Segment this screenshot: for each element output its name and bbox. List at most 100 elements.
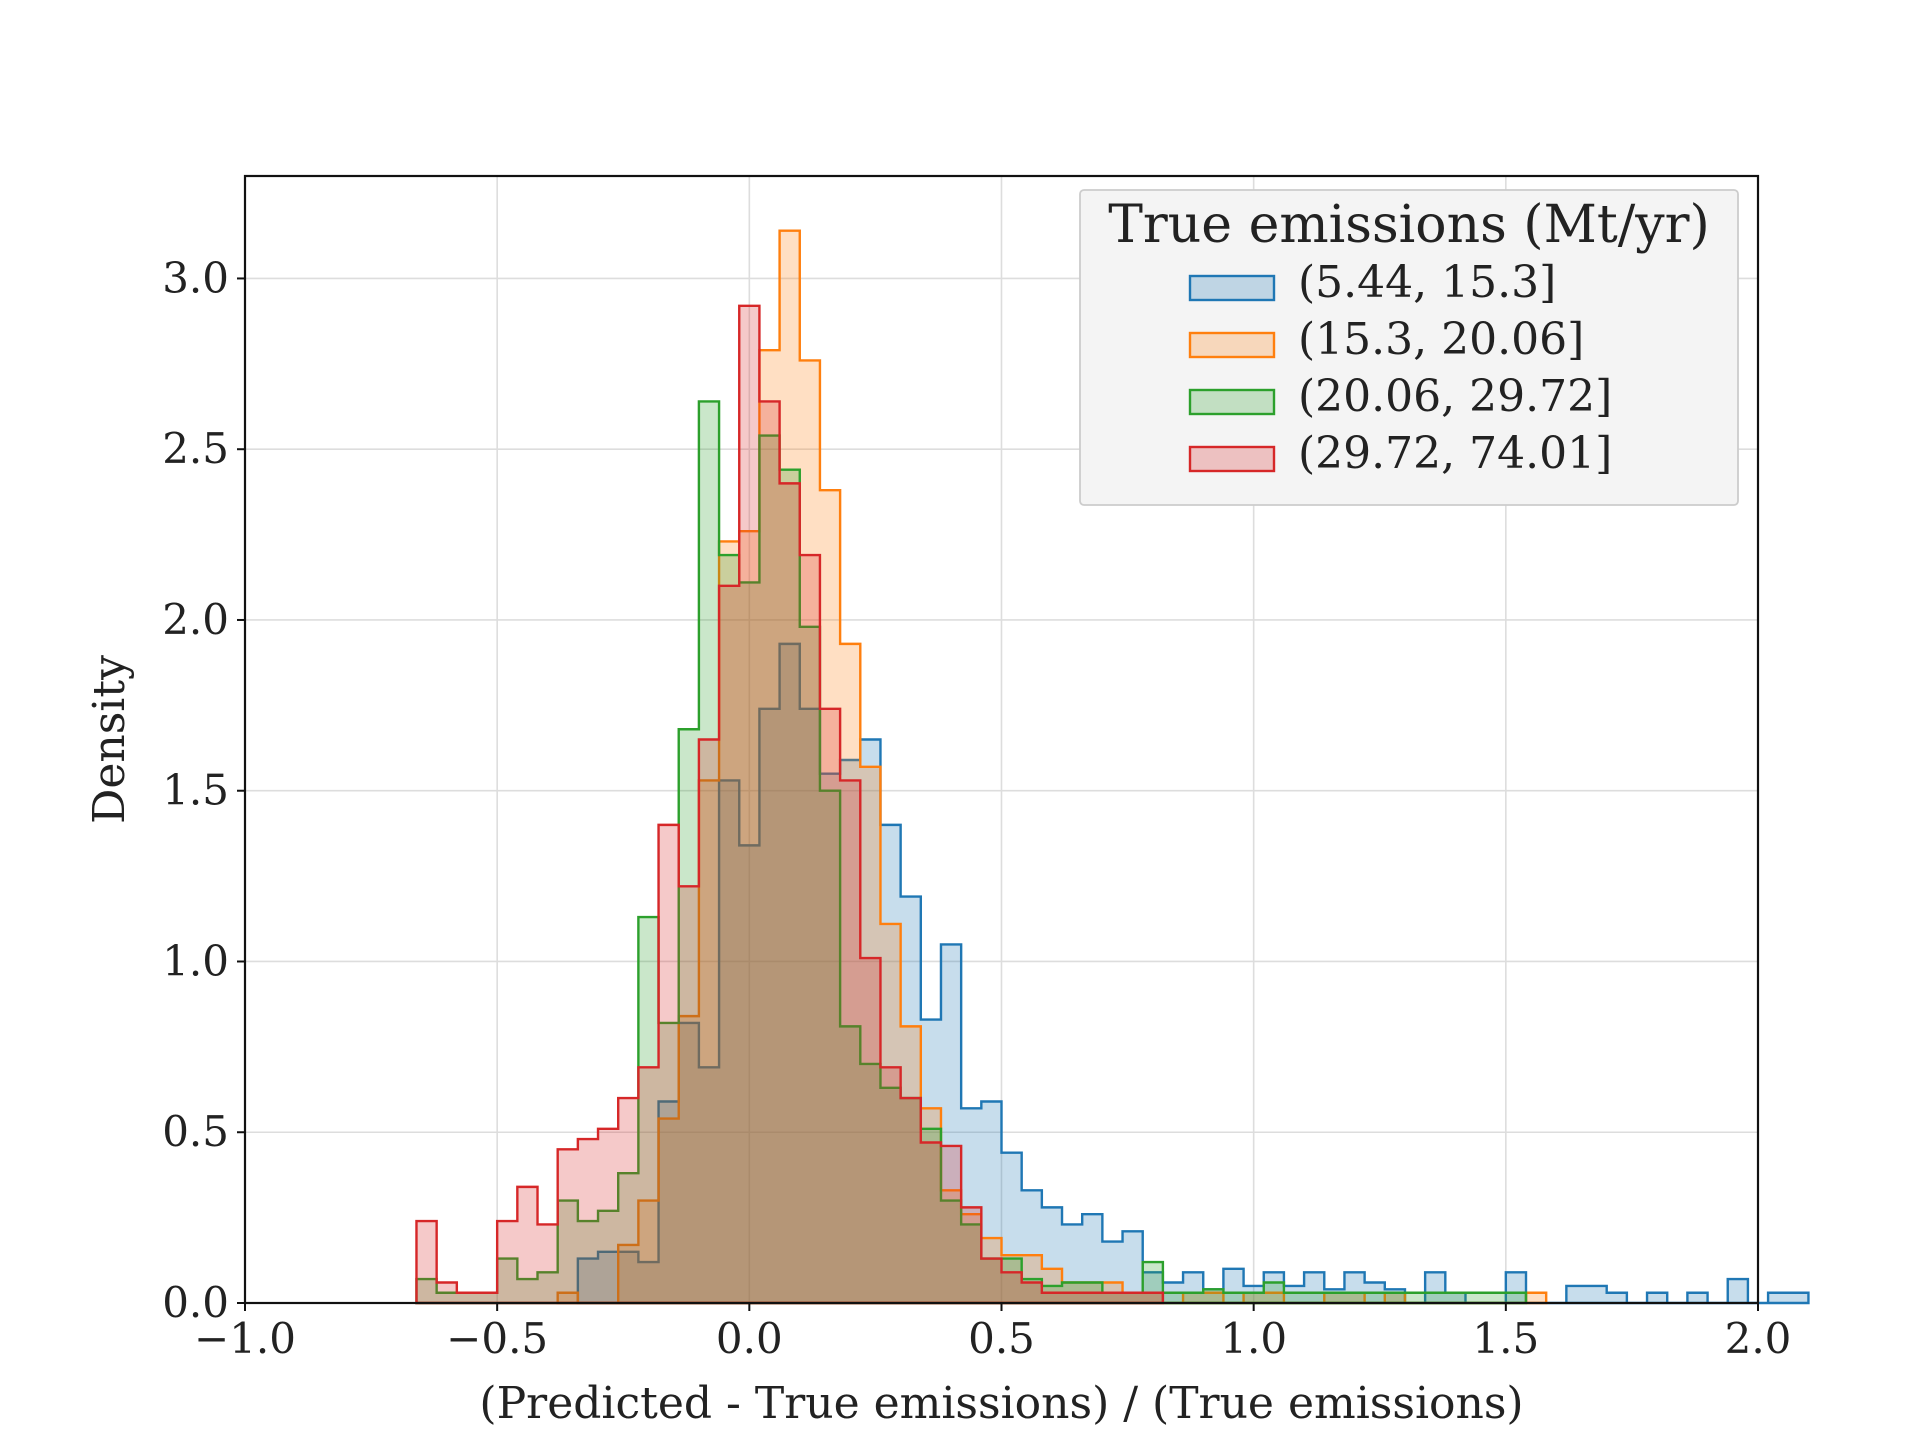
legend-swatch	[1188, 331, 1276, 359]
histogram-bar	[860, 958, 880, 1303]
series-group	[576, 642, 1810, 1305]
legend-item: (15.3, 20.06]	[1188, 314, 1584, 365]
histogram-bar	[941, 1146, 961, 1303]
legend-item: (20.06, 29.72]	[1188, 371, 1612, 422]
y-tick-label: 0.5	[162, 1107, 229, 1156]
histogram-bar	[1183, 1293, 1203, 1303]
legend-items: (5.44, 15.3] (15.3, 20.06] (20.06, 29.72] (…	[1188, 257, 1612, 479]
histogram-bar	[1365, 1293, 1385, 1303]
histogram-bar	[477, 1293, 497, 1303]
histogram-bar	[759, 401, 779, 1303]
x-tick-label: 0.0	[716, 1314, 783, 1363]
histogram-bar	[618, 1098, 638, 1303]
histogram-bar	[1203, 1289, 1223, 1303]
histogram-bar	[1587, 1286, 1607, 1303]
histogram-bar	[981, 1259, 1001, 1303]
x-tick-label: 1.0	[1220, 1314, 1287, 1363]
histogram-bar	[1486, 1293, 1506, 1303]
histogram-bar	[1042, 1293, 1062, 1303]
legend-swatch	[1188, 388, 1276, 416]
series-fill	[416, 401, 1527, 1303]
histogram-bar	[457, 1293, 477, 1303]
x-tick-label: 2.0	[1725, 1314, 1792, 1363]
histogram-bar	[1506, 1293, 1526, 1303]
legend-swatch	[1188, 274, 1276, 302]
histogram-bar	[800, 555, 820, 1303]
histogram-bar	[1304, 1293, 1324, 1303]
y-tick-label: 3.0	[162, 253, 229, 302]
histogram-bar	[901, 1098, 921, 1303]
histogram-bar	[820, 709, 840, 1303]
histogram-bar	[1788, 1293, 1808, 1303]
histogram-bar	[739, 306, 759, 1303]
histogram-bar	[921, 1142, 941, 1303]
series-outline	[556, 229, 1548, 1305]
y-tick-label: 2.0	[162, 595, 229, 644]
histogram-bar	[437, 1283, 457, 1303]
legend-swatch	[1188, 445, 1276, 473]
series-outline	[576, 642, 1810, 1305]
histogram-bar	[699, 740, 719, 1304]
histogram-bar	[679, 886, 699, 1303]
histogram-bar	[1143, 1293, 1163, 1303]
histogram-bar	[598, 1129, 618, 1303]
histogram-bar	[416, 1221, 436, 1303]
legend-item: (29.72, 74.01]	[1188, 428, 1612, 479]
histogram-bar	[1223, 1293, 1243, 1303]
histogram-bar	[1445, 1293, 1465, 1303]
histogram-bar	[1324, 1293, 1344, 1303]
series-group	[415, 304, 1165, 1305]
histogram-bar	[1728, 1279, 1748, 1303]
legend-box	[1079, 189, 1739, 506]
histogram-bar	[1405, 1293, 1425, 1303]
histogram-bar	[1022, 1283, 1042, 1303]
legend-label: (20.06, 29.72]	[1298, 371, 1612, 422]
x-tick-label: −1.0	[194, 1314, 296, 1363]
histogram-bar	[1566, 1286, 1586, 1303]
x-tick-label: −0.5	[446, 1314, 548, 1363]
histogram-bar	[1244, 1293, 1264, 1303]
legend-label: (5.44, 15.3]	[1298, 257, 1556, 308]
legend-label: (29.72, 74.01]	[1298, 428, 1612, 479]
y-tick-label: 1.0	[162, 936, 229, 985]
series-fill	[557, 230, 1547, 1303]
histogram-bar	[1082, 1293, 1102, 1303]
histogram-bar	[538, 1224, 558, 1303]
histogram-bar	[558, 1149, 578, 1303]
histogram-bar	[1768, 1293, 1788, 1303]
histogram-bar	[1425, 1293, 1445, 1303]
histogram-bar	[1264, 1283, 1284, 1303]
series-fill	[577, 643, 1809, 1303]
histogram-bar	[1102, 1293, 1122, 1303]
histogram-bar	[719, 586, 739, 1303]
legend-item: (5.44, 15.3]	[1188, 257, 1556, 308]
histogram-bar	[880, 1067, 900, 1303]
histogram-bar	[1607, 1293, 1627, 1303]
legend-title: True emissions (Mt/yr)	[1108, 195, 1710, 255]
x-axis-label: (Predicted - True emissions) / (True emi…	[479, 1378, 1523, 1429]
histogram-bar	[1284, 1293, 1304, 1303]
y-tick-label: 0.0	[162, 1278, 229, 1327]
histogram-bar	[840, 780, 860, 1303]
y-tick-label: 2.5	[162, 424, 229, 473]
histogram-bar	[780, 483, 800, 1303]
legend: True emissions (Mt/yr) (5.44, 15.3] (15.3…	[1079, 189, 1739, 506]
x-tick-label: 0.5	[968, 1314, 1035, 1363]
y-tick-label: 1.5	[162, 766, 229, 815]
histogram-bar	[1163, 1293, 1183, 1303]
histogram-bar	[578, 1139, 598, 1303]
histogram-bar	[1002, 1272, 1022, 1303]
axis-ticks: −1.0 −0.5 0.0 0.5 1.0 1.5 2.0 0.0 0.5 1.0 1.5 2.0 2.…	[162, 253, 1791, 1363]
histogram-bar	[1465, 1293, 1485, 1303]
histogram-bar	[497, 1221, 517, 1303]
histogram-bar	[517, 1187, 537, 1303]
histogram-series	[415, 229, 1810, 1305]
histogram-bar	[1526, 1293, 1546, 1303]
x-tick-label: 1.5	[1472, 1314, 1539, 1363]
histogram-bar	[659, 825, 679, 1303]
legend-label: (15.3, 20.06]	[1298, 314, 1584, 365]
histogram-bar	[1687, 1293, 1707, 1303]
histogram-bar	[1344, 1293, 1364, 1303]
histogram-bar	[1647, 1293, 1667, 1303]
